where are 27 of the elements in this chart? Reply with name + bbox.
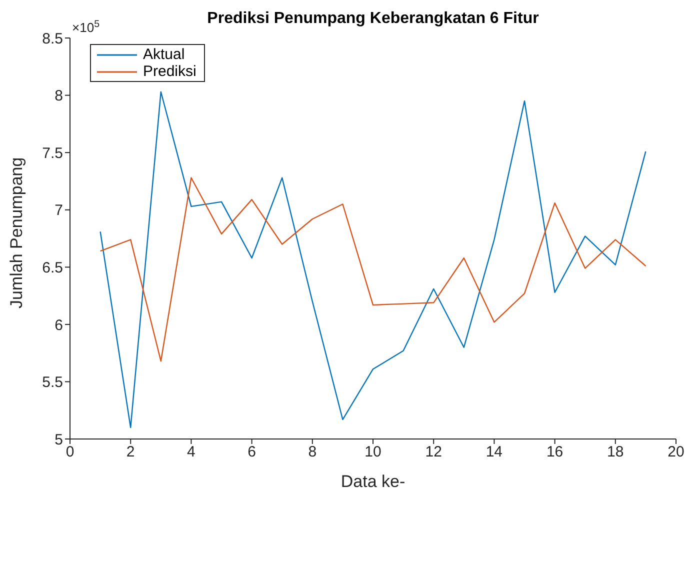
x-tick-label: 2 xyxy=(126,444,135,461)
line-series xyxy=(100,91,646,428)
x-tick-label: 16 xyxy=(546,444,564,461)
y-tick-label: 5 xyxy=(54,431,63,448)
x-tick-label: 10 xyxy=(364,444,382,461)
y-tick-label: 6 xyxy=(54,316,63,334)
x-tick-label: 14 xyxy=(486,444,503,461)
y-tick-label: 7 xyxy=(54,202,63,220)
y-tick-label: 7.5 xyxy=(42,144,63,162)
x-tick-label: 4 xyxy=(187,444,196,461)
y-tick-label: 5.5 xyxy=(42,374,63,392)
x-axis-title: Data ke- xyxy=(340,472,406,491)
x-tick-label: 20 xyxy=(668,444,684,461)
legend-label: Prediksi xyxy=(143,63,196,80)
line-series xyxy=(100,177,646,362)
legend-label: Aktual xyxy=(143,46,185,63)
x-tick-label: 6 xyxy=(248,444,256,461)
x-tick-label: 8 xyxy=(308,444,317,461)
x-tick-label: 18 xyxy=(607,444,624,461)
y-tick-label: 8 xyxy=(54,88,63,105)
y-tick-label: 8.5 xyxy=(42,30,63,48)
chart-title: Prediksi Penumpang Keberangkatan 6 Fitur xyxy=(207,10,539,27)
text: ×10$^{5}$ xyxy=(72,18,100,35)
y-tick-label: 6.5 xyxy=(42,259,63,276)
x-tick-label: 0 xyxy=(66,444,74,461)
x-tick-label: 12 xyxy=(425,444,442,461)
y-axis-title: Jumlah Penumpang xyxy=(7,157,26,308)
